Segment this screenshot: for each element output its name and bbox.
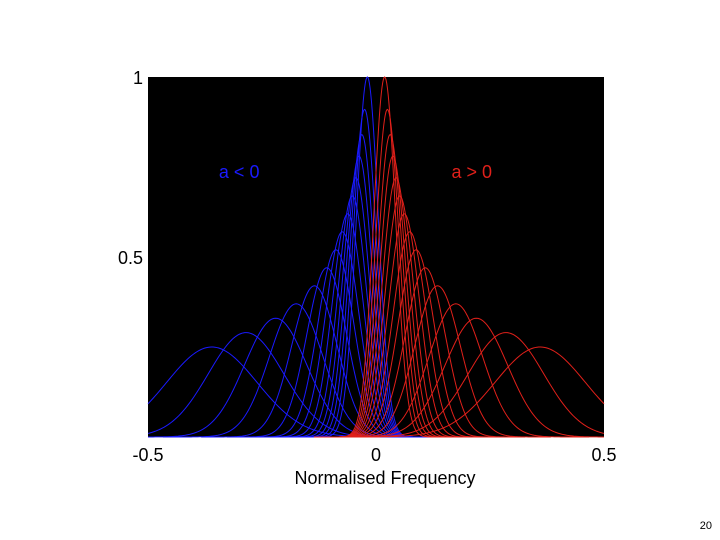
series-1-curve-14	[313, 346, 605, 438]
ticks-layer: -0.5 0 0.5 0.5 1	[118, 68, 617, 465]
curves-layer	[147, 76, 605, 438]
x-tick-label-2: 0.5	[591, 445, 616, 465]
x-axis-label: Normalised Frequency	[294, 468, 475, 488]
annotations-layer: a < 0 a > 0	[219, 162, 492, 182]
annotation-0: a < 0	[219, 162, 260, 182]
y-tick-label-0: 0.5	[118, 248, 143, 268]
page-number: 20	[699, 520, 712, 532]
x-tick-label-1: 0	[371, 445, 381, 465]
annotation-1: a > 0	[451, 162, 492, 182]
plot-area	[148, 77, 604, 437]
x-tick-label-0: -0.5	[132, 445, 163, 465]
y-tick-label-1: 1	[133, 68, 143, 88]
